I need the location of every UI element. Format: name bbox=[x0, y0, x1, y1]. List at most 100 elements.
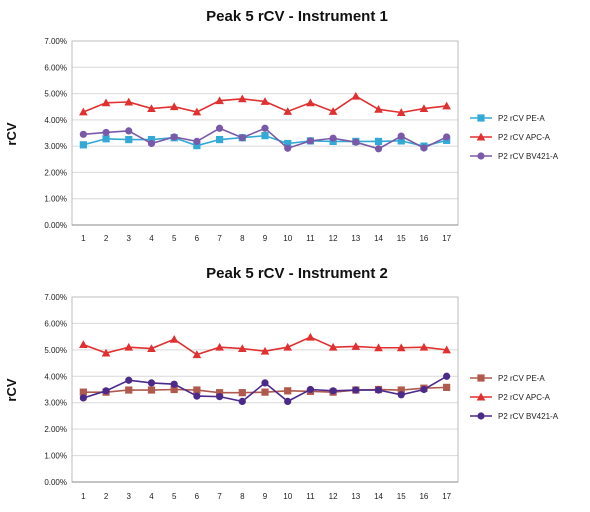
data-point-circle bbox=[102, 128, 110, 137]
data-point-circle bbox=[420, 385, 428, 394]
series-2 bbox=[79, 372, 451, 405]
data-point-circle bbox=[397, 391, 405, 399]
x-tick-label: 10 bbox=[283, 492, 292, 501]
data-point-circle bbox=[79, 394, 87, 402]
data-point-circle bbox=[284, 397, 292, 405]
legend-label: P2 rCV APC-A bbox=[498, 393, 551, 402]
data-point-triangle bbox=[169, 334, 179, 343]
data-point-square bbox=[79, 388, 87, 396]
legend-label: P2 rCV PE-A bbox=[498, 114, 545, 123]
x-tick-label: 1 bbox=[81, 492, 86, 501]
data-point-triangle bbox=[283, 342, 293, 351]
x-tick-label: 15 bbox=[397, 234, 406, 243]
data-point-square bbox=[477, 374, 485, 382]
data-point-triangle bbox=[192, 350, 202, 359]
series-2 bbox=[79, 124, 451, 153]
data-point-triangle bbox=[237, 94, 247, 103]
data-point-triangle bbox=[306, 98, 315, 107]
data-point-triangle bbox=[328, 342, 338, 351]
data-point-circle bbox=[284, 144, 292, 152]
data-point-circle bbox=[374, 386, 383, 394]
x-tick-label: 14 bbox=[374, 492, 383, 501]
x-tick-label: 3 bbox=[127, 492, 132, 501]
data-point-square bbox=[215, 135, 224, 144]
y-tick-label: 5.00% bbox=[44, 90, 67, 99]
x-tick-label: 10 bbox=[283, 234, 292, 243]
x-tick-label: 16 bbox=[419, 492, 428, 501]
data-point-circle bbox=[306, 385, 315, 394]
data-point-circle bbox=[79, 130, 87, 138]
y-tick-label: 5.00% bbox=[44, 346, 67, 355]
x-tick-label: 6 bbox=[195, 234, 200, 243]
data-point-square bbox=[170, 385, 178, 394]
data-point-square bbox=[79, 141, 87, 149]
legend-entry: P2 rCV APC-A bbox=[470, 392, 551, 402]
y-tick-label: 4.00% bbox=[44, 372, 67, 381]
data-point-triangle bbox=[215, 96, 224, 105]
data-point-circle bbox=[102, 387, 110, 395]
series-1 bbox=[79, 332, 451, 359]
data-point-triangle bbox=[328, 107, 338, 115]
data-point-circle bbox=[329, 134, 337, 142]
data-point-triangle bbox=[169, 102, 179, 111]
data-point-circle bbox=[238, 397, 246, 405]
data-point-triangle bbox=[124, 342, 134, 351]
data-point-triangle bbox=[442, 101, 451, 110]
data-point-circle bbox=[147, 379, 156, 387]
data-point-triangle bbox=[260, 97, 270, 105]
data-point-square bbox=[193, 386, 201, 394]
x-tick-label: 12 bbox=[329, 492, 338, 501]
chart-instrument-2: Peak 5 rCV - Instrument 2 rCV 0.00% 1.00%… bbox=[4, 265, 559, 501]
x-tick-label: 5 bbox=[172, 234, 177, 243]
y-tick-label: 0.00% bbox=[44, 478, 67, 487]
x-tick-label: 4 bbox=[149, 234, 154, 243]
data-point-circle bbox=[170, 380, 178, 388]
data-point-circle bbox=[352, 138, 360, 146]
data-point-circle bbox=[374, 145, 383, 153]
y-axis-label: rCV bbox=[4, 122, 19, 145]
data-point-square bbox=[238, 389, 246, 397]
legend: P2 rCV PE-A P2 rCV APC-A P2 rCV BV421-A bbox=[470, 374, 559, 421]
legend-entry: P2 rCV PE-A bbox=[470, 114, 545, 123]
x-tick-label: 8 bbox=[240, 492, 245, 501]
data-point-square bbox=[261, 132, 269, 140]
data-point-square bbox=[397, 386, 405, 394]
y-axis-label: rCV bbox=[4, 378, 19, 401]
data-point-square bbox=[125, 386, 133, 394]
data-point-square bbox=[102, 135, 110, 143]
data-point-circle bbox=[215, 393, 224, 401]
data-point-triangle bbox=[374, 343, 383, 352]
data-point-square bbox=[374, 137, 383, 146]
x-tick-label: 13 bbox=[351, 492, 360, 501]
data-point-circle bbox=[329, 387, 337, 395]
data-point-circle bbox=[261, 379, 269, 387]
x-tick-label: 9 bbox=[263, 234, 268, 243]
chart-title: Peak 5 rCV - Instrument 2 bbox=[206, 265, 388, 282]
data-point-triangle bbox=[396, 343, 406, 352]
data-point-circle bbox=[238, 134, 246, 142]
data-point-triangle bbox=[101, 98, 111, 107]
y-tick-label: 6.00% bbox=[44, 63, 67, 72]
y-tick-label: 0.00% bbox=[44, 221, 67, 230]
data-point-triangle bbox=[79, 340, 88, 349]
x-tick-label: 2 bbox=[104, 234, 109, 243]
data-point-circle bbox=[306, 137, 315, 145]
legend-entry: P2 rCV PE-A bbox=[470, 374, 545, 383]
legend-entry: P2 rCV APC-A bbox=[470, 132, 551, 142]
data-point-circle bbox=[352, 386, 360, 394]
data-point-square bbox=[193, 142, 201, 150]
data-point-circle bbox=[170, 133, 178, 141]
data-point-square bbox=[284, 139, 292, 148]
data-point-square bbox=[261, 388, 269, 396]
legend-entry: P2 rCV BV421-A bbox=[470, 152, 559, 161]
legend-label: P2 rCV APC-A bbox=[498, 133, 551, 142]
data-point-triangle bbox=[306, 332, 315, 341]
x-tick-label: 4 bbox=[149, 492, 154, 501]
data-point-triangle bbox=[351, 342, 361, 350]
x-tick-label: 8 bbox=[240, 234, 245, 243]
x-tick-label: 12 bbox=[329, 234, 338, 243]
data-point-square bbox=[125, 135, 133, 144]
plot-area: 0.00% 1.00% 2.00% 3.00% 4.00% 5.00% 6.00% 7.00%… bbox=[44, 37, 459, 243]
data-point-triangle bbox=[396, 108, 406, 116]
